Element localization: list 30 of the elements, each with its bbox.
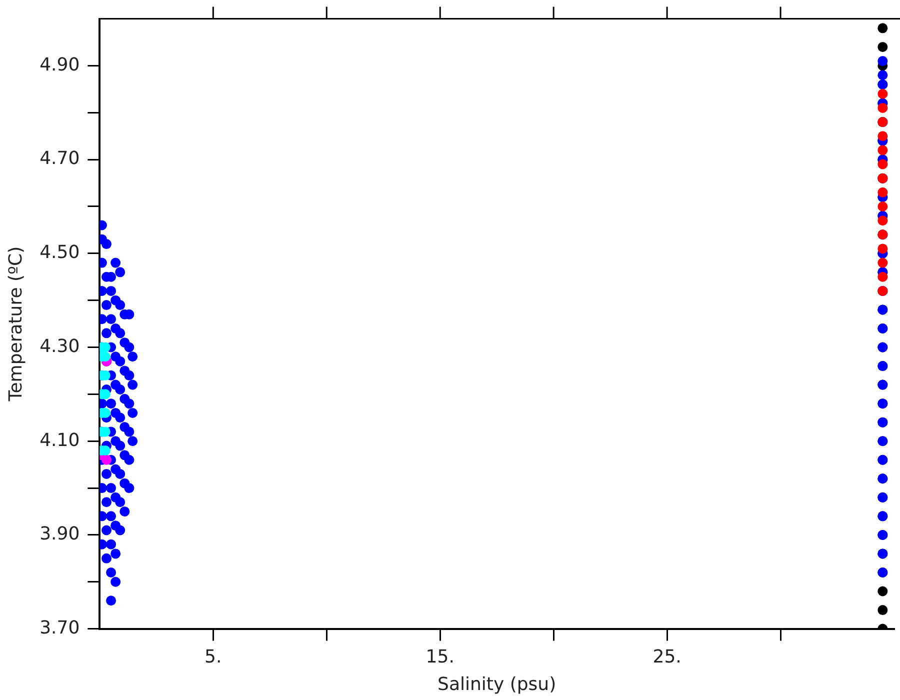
x-tick-label: 25. <box>652 646 682 668</box>
point <box>878 159 888 170</box>
point <box>878 272 888 282</box>
y-tick-label: 3.90 <box>40 524 80 545</box>
x-axis-title: Salinity (psu) <box>438 674 556 695</box>
point <box>878 88 888 99</box>
y-tick-label: 4.30 <box>40 336 80 357</box>
x-tick-label: 15. <box>426 646 454 668</box>
point <box>878 42 888 52</box>
y-tick-label: 4.10 <box>40 430 80 451</box>
y-tick-label: 3.70 <box>40 617 80 638</box>
point <box>878 145 888 156</box>
y-tick-label: 4.70 <box>40 148 80 170</box>
point <box>878 201 888 212</box>
x-tick-label: 5. <box>204 646 222 668</box>
point <box>878 258 888 268</box>
point <box>878 187 888 198</box>
point <box>878 56 888 66</box>
y-tick-label: 4.90 <box>40 54 80 76</box>
point <box>878 102 888 113</box>
point <box>878 586 888 596</box>
point <box>878 70 888 80</box>
point <box>878 23 888 34</box>
point <box>878 605 888 616</box>
point <box>878 244 888 254</box>
y-axis-title: Temperature (ºC) <box>5 246 26 402</box>
point <box>101 454 112 465</box>
point <box>878 216 888 226</box>
point <box>878 131 888 142</box>
y-tick-label: 4.50 <box>40 242 80 264</box>
